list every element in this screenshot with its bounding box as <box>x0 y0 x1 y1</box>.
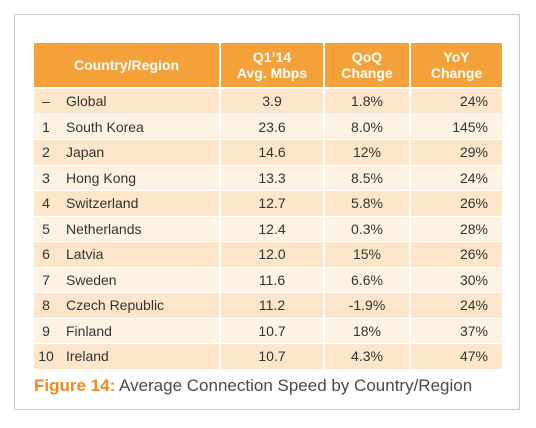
row-rank: 5 <box>34 216 56 242</box>
table-header-row: Country/Region Q1’14 Avg. Mbps QoQ Chang… <box>34 43 502 89</box>
row-avg-mbps: 12.4 <box>219 216 324 242</box>
row-avg-mbps: 12.7 <box>219 190 324 217</box>
row-avg-mbps: 12.0 <box>219 241 324 268</box>
row-yoy-change: 24% <box>409 165 502 191</box>
table-row: 10 Ireland 10.7 4.3% 47% <box>34 343 502 370</box>
table-row: 8 Czech Republic 11.2 -1.9% 24% <box>34 292 502 319</box>
row-country: Japan <box>56 139 220 166</box>
table-row: 3 Hong Kong 13.3 8.5% 24% <box>34 165 502 191</box>
row-yoy-change: 29% <box>409 139 502 166</box>
row-country: Latvia <box>56 241 220 268</box>
row-qoq-change: -1.9% <box>323 292 410 319</box>
row-country: Ireland <box>56 343 220 370</box>
header-avg-mbps: Q1’14 Avg. Mbps <box>219 43 324 89</box>
row-country: Switzerland <box>56 190 220 217</box>
row-yoy-change: 24% <box>409 292 502 319</box>
header-yoy-line2: Change <box>430 65 483 81</box>
table-row: 9 Finland 10.7 18% 37% <box>34 318 502 344</box>
table-body: – Global 3.9 1.8% 24% 1 South Korea 23.6 8.0% 145… <box>34 88 502 370</box>
header-speed-line2: Avg. Mbps <box>236 65 308 81</box>
row-yoy-change: 145% <box>409 114 502 140</box>
row-avg-mbps: 10.7 <box>219 318 324 344</box>
row-rank: 9 <box>34 318 56 344</box>
row-rank: 2 <box>34 139 56 166</box>
row-qoq-change: 15% <box>323 241 410 268</box>
header-qoq-line1: QoQ <box>351 49 383 65</box>
table-row: 6 Latvia 12.0 15% 26% <box>34 241 502 268</box>
connection-speed-table: Country/Region Q1’14 Avg. Mbps QoQ Chang… <box>34 43 502 370</box>
row-yoy-change: 30% <box>409 267 502 293</box>
row-rank: – <box>34 88 56 115</box>
row-qoq-change: 12% <box>323 139 410 166</box>
row-rank: 6 <box>34 241 56 268</box>
table-row: 4 Switzerland 12.7 5.8% 26% <box>34 190 502 217</box>
row-avg-mbps: 14.6 <box>219 139 324 166</box>
header-country-region: Country/Region <box>34 43 220 89</box>
row-avg-mbps: 3.9 <box>219 88 324 115</box>
row-country: South Korea <box>56 114 220 140</box>
header-yoy-change: YoY Change <box>409 43 502 89</box>
row-qoq-change: 4.3% <box>323 343 410 370</box>
row-country: Global <box>56 88 220 115</box>
figure-caption-text: Average Connection Speed by Country/Regi… <box>115 376 473 395</box>
table-row: 1 South Korea 23.6 8.0% 145% <box>34 114 502 140</box>
row-country: Finland <box>56 318 220 344</box>
table-row: 5 Netherlands 12.4 0.3% 28% <box>34 216 502 242</box>
row-qoq-change: 0.3% <box>323 216 410 242</box>
row-country: Netherlands <box>56 216 220 242</box>
header-country-label: Country/Region <box>74 57 179 73</box>
row-rank: 1 <box>34 114 56 140</box>
row-qoq-change: 6.6% <box>323 267 410 293</box>
row-yoy-change: 47% <box>409 343 502 370</box>
row-yoy-change: 28% <box>409 216 502 242</box>
row-qoq-change: 1.8% <box>323 88 410 115</box>
row-yoy-change: 37% <box>409 318 502 344</box>
row-qoq-change: 18% <box>323 318 410 344</box>
row-country: Hong Kong <box>56 165 220 191</box>
row-avg-mbps: 13.3 <box>219 165 324 191</box>
row-rank: 8 <box>34 292 56 319</box>
row-avg-mbps: 11.6 <box>219 267 324 293</box>
header-yoy-line1: YoY <box>443 49 470 65</box>
row-avg-mbps: 23.6 <box>219 114 324 140</box>
row-rank: 4 <box>34 190 56 217</box>
figure-label: Figure 14: <box>34 376 116 395</box>
table-row: 2 Japan 14.6 12% 29% <box>34 139 502 166</box>
header-speed-line1: Q1’14 <box>252 49 292 65</box>
row-qoq-change: 5.8% <box>323 190 410 217</box>
header-qoq-change: QoQ Change <box>323 43 410 89</box>
table-row: – Global 3.9 1.8% 24% <box>34 88 502 115</box>
row-yoy-change: 24% <box>409 88 502 115</box>
table-row: 7 Sweden 11.6 6.6% 30% <box>34 267 502 293</box>
row-rank: 3 <box>34 165 56 191</box>
row-country: Czech Republic <box>56 292 220 319</box>
row-avg-mbps: 11.2 <box>219 292 324 319</box>
row-rank: 7 <box>34 267 56 293</box>
row-yoy-change: 26% <box>409 190 502 217</box>
row-rank: 10 <box>34 343 56 370</box>
figure-caption: Figure 14: Average Connection Speed by C… <box>34 376 472 396</box>
row-country: Sweden <box>56 267 220 293</box>
header-qoq-line2: Change <box>341 65 393 81</box>
row-avg-mbps: 10.7 <box>219 343 324 370</box>
row-qoq-change: 8.5% <box>323 165 410 191</box>
row-yoy-change: 26% <box>409 241 502 268</box>
row-qoq-change: 8.0% <box>323 114 410 140</box>
